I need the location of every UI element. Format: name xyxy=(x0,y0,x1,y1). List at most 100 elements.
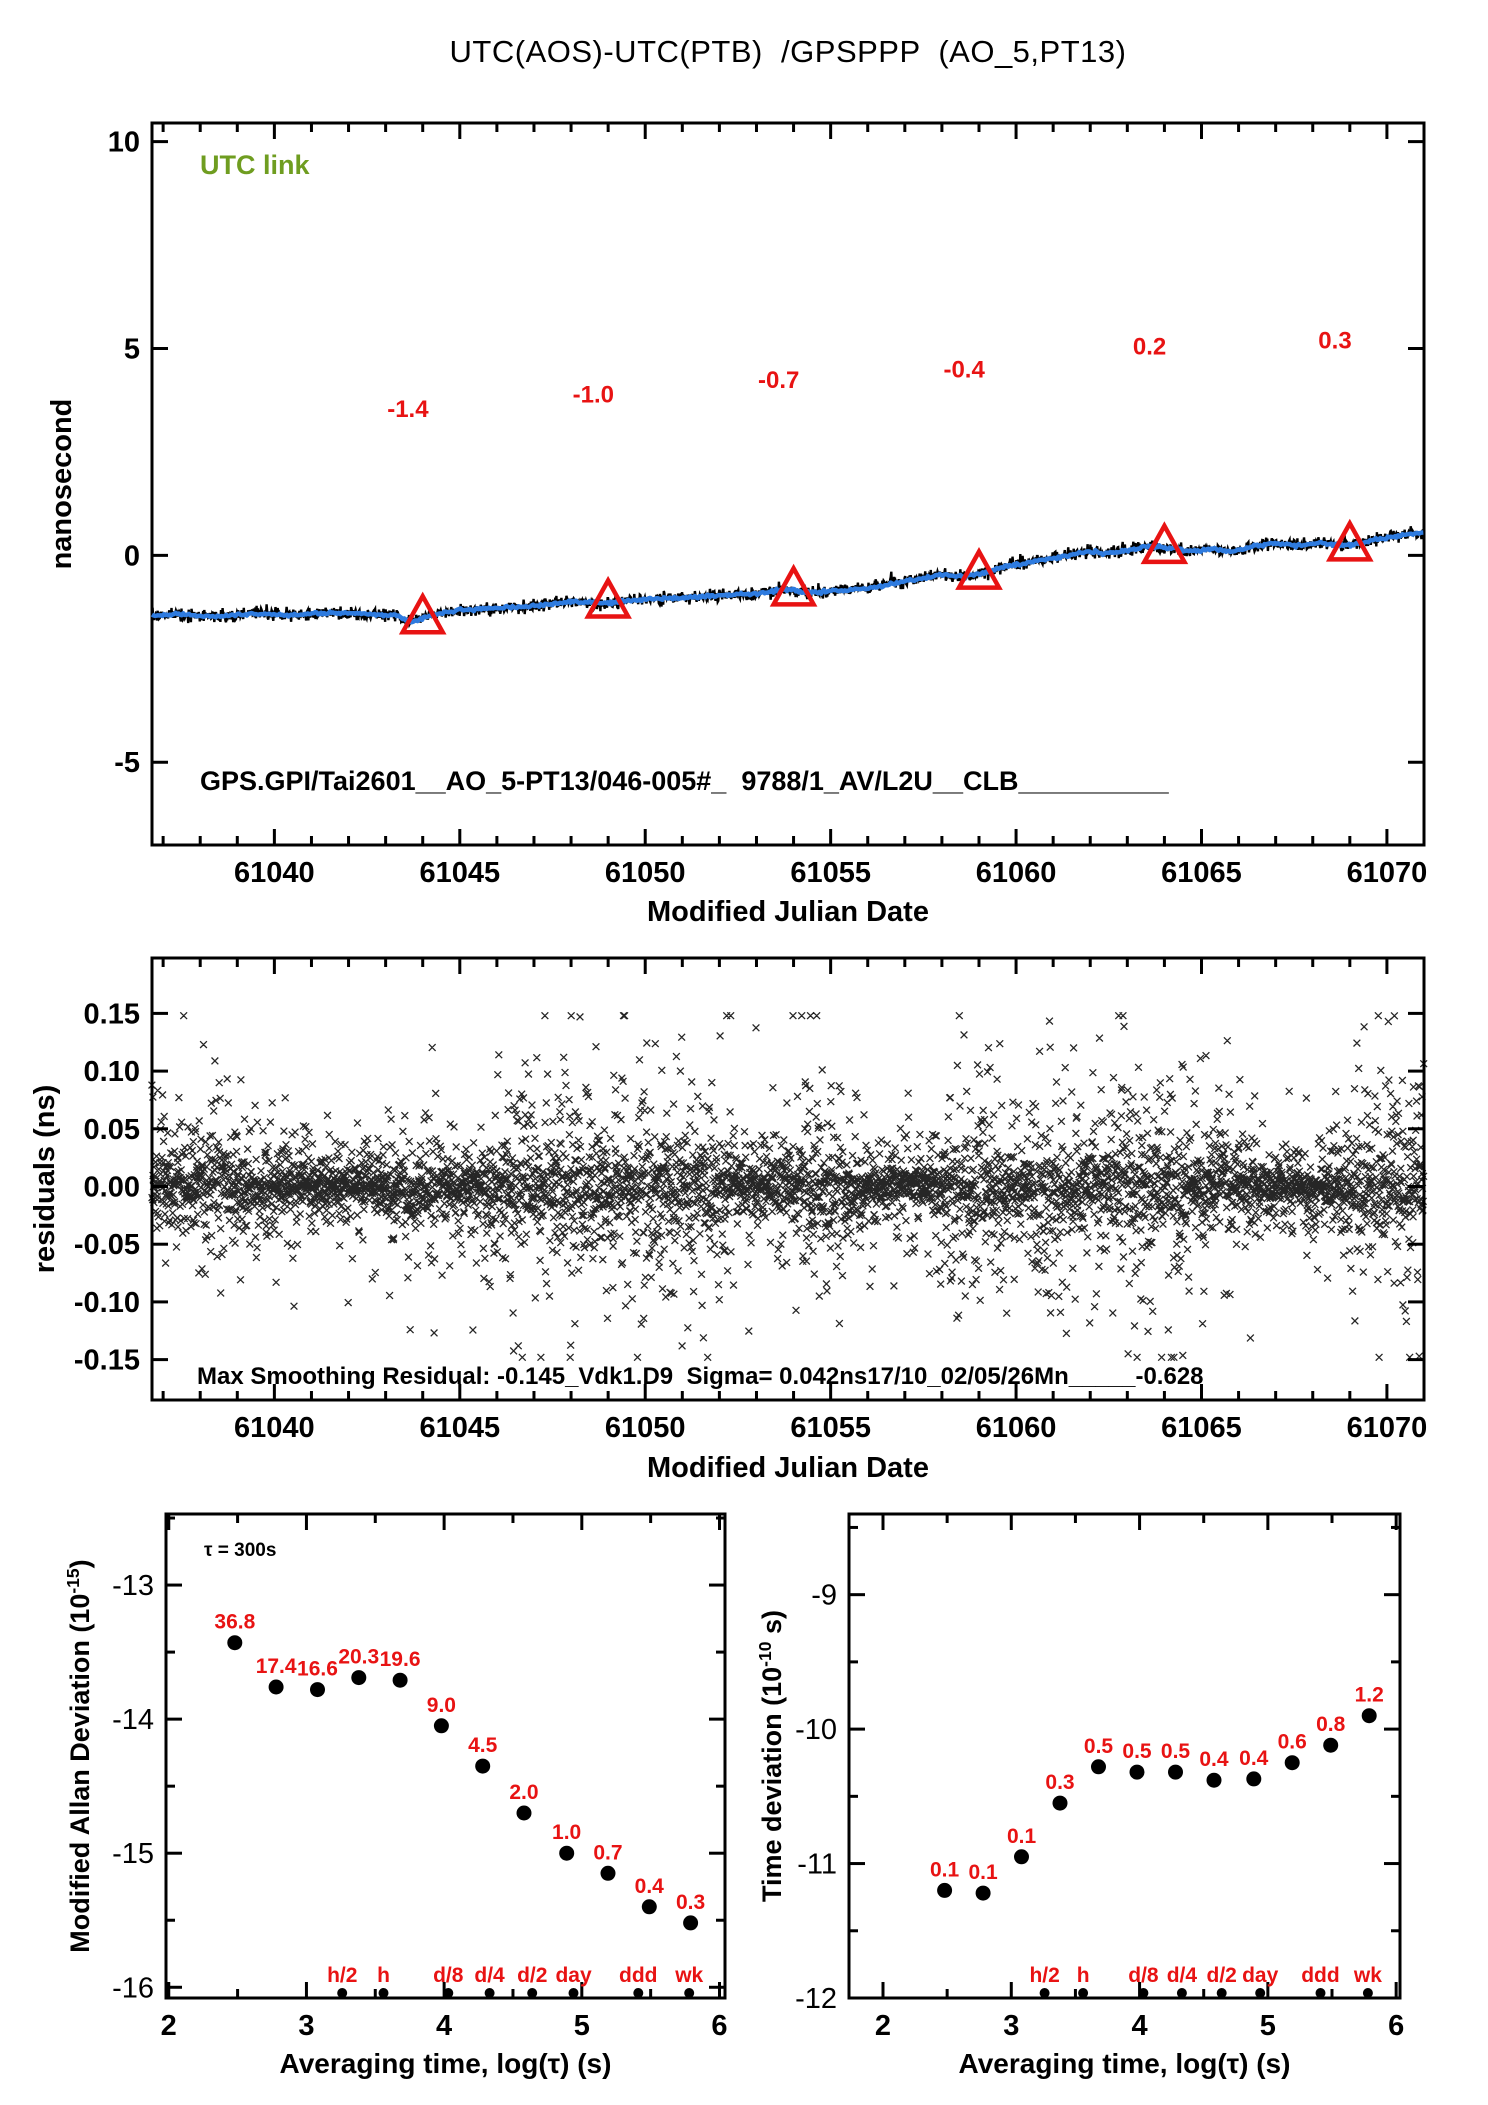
svg-text:ddd: ddd xyxy=(1301,1964,1339,1987)
mdev-label-prefix: Modified Allan Deviation (10 xyxy=(65,1593,95,1953)
svg-text:0.1: 0.1 xyxy=(1007,1825,1037,1848)
tau-note: τ = 300s xyxy=(204,1540,277,1561)
svg-text:d/8: d/8 xyxy=(433,1964,464,1987)
svg-text:0.3: 0.3 xyxy=(676,1891,705,1914)
svg-text:0.3: 0.3 xyxy=(1045,1771,1074,1794)
svg-text:d/8: d/8 xyxy=(1128,1964,1159,1987)
svg-text:wk: wk xyxy=(1353,1964,1382,1987)
svg-text:0.10: 0.10 xyxy=(84,1056,140,1088)
dataset-id-label: GPS.GPI/Tai2601__AO_5-PT13/046-005#_ 978… xyxy=(200,766,1169,796)
svg-text:0.1: 0.1 xyxy=(930,1858,960,1881)
svg-text:-14: -14 xyxy=(112,1704,154,1736)
svg-text:0.7: 0.7 xyxy=(593,1841,622,1864)
svg-text:0.5: 0.5 xyxy=(1161,1740,1191,1763)
mdev-label-suffix: ) xyxy=(65,1559,95,1569)
svg-text:0.4: 0.4 xyxy=(1199,1748,1229,1771)
svg-text:-0.4: -0.4 xyxy=(943,356,985,383)
svg-text:61070: 61070 xyxy=(1347,1412,1428,1444)
residuals-panel: 61040 61045 61050 61055 61060 61065 61070 0.15 0… xyxy=(74,956,1428,1444)
svg-text:-0.7: -0.7 xyxy=(758,367,799,394)
svg-text:-0.10: -0.10 xyxy=(74,1287,140,1319)
x-axis-label-avgtime-left: Averaging time, log(τ) (s) xyxy=(279,2048,612,2079)
svg-text:4.5: 4.5 xyxy=(468,1734,498,1757)
svg-text:5: 5 xyxy=(1260,2010,1276,2042)
svg-text:0.05: 0.05 xyxy=(84,1114,140,1146)
svg-text:36.8: 36.8 xyxy=(214,1611,255,1634)
svg-text:0.1: 0.1 xyxy=(968,1861,998,1884)
svg-text:d/2: d/2 xyxy=(1207,1964,1237,1987)
tdev-label-suffix: s) xyxy=(757,1610,787,1642)
svg-text:61055: 61055 xyxy=(790,1412,871,1444)
svg-text:-15: -15 xyxy=(112,1838,154,1870)
svg-text:6: 6 xyxy=(711,2010,727,2042)
svg-text:-12: -12 xyxy=(795,1983,837,2015)
svg-text:2: 2 xyxy=(875,2010,891,2042)
svg-text:-1.4: -1.4 xyxy=(387,396,429,423)
svg-text:61065: 61065 xyxy=(1161,1412,1242,1444)
svg-text:-10: -10 xyxy=(795,1714,837,1746)
svg-text:1.0: 1.0 xyxy=(552,1821,581,1844)
svg-text:0.4: 0.4 xyxy=(1239,1747,1269,1770)
svg-text:17.4: 17.4 xyxy=(256,1655,297,1678)
svg-text:3: 3 xyxy=(298,2010,314,2042)
svg-text:2.0: 2.0 xyxy=(509,1781,538,1804)
smoothing-stats-label: Max Smoothing Residual: -0.145_Vdk1.D9 S… xyxy=(197,1363,1204,1390)
svg-text:3: 3 xyxy=(1003,2010,1019,2042)
svg-text:0: 0 xyxy=(124,540,140,572)
svg-text:61040: 61040 xyxy=(234,857,315,889)
svg-text:-11: -11 xyxy=(797,1849,837,1881)
svg-text:2: 2 xyxy=(161,2010,177,2042)
svg-text:d/2: d/2 xyxy=(517,1964,547,1987)
svg-text:0.4: 0.4 xyxy=(635,1875,665,1898)
svg-text:61050: 61050 xyxy=(605,1412,686,1444)
svg-text:day: day xyxy=(555,1964,592,1987)
svg-text:9.0: 9.0 xyxy=(427,1694,456,1717)
svg-text:ddd: ddd xyxy=(619,1964,657,1987)
svg-text:-0.15: -0.15 xyxy=(74,1345,140,1377)
svg-text:h: h xyxy=(377,1964,390,1987)
svg-text:10: 10 xyxy=(108,127,140,159)
svg-text:4: 4 xyxy=(436,2010,452,2042)
svg-text:h/2: h/2 xyxy=(1029,1964,1059,1987)
svg-text:61060: 61060 xyxy=(976,1412,1057,1444)
x-axis-label-mjd-middle: Modified Julian Date xyxy=(647,1452,929,1484)
svg-text:-1.0: -1.0 xyxy=(573,381,614,408)
svg-text:d/4: d/4 xyxy=(474,1964,505,1987)
svg-text:5: 5 xyxy=(124,333,140,365)
svg-text:-5: -5 xyxy=(114,747,140,779)
svg-text:61065: 61065 xyxy=(1161,857,1242,889)
svg-text:day: day xyxy=(1242,1964,1279,1987)
svg-text:6: 6 xyxy=(1388,2010,1404,2042)
svg-text:0.5: 0.5 xyxy=(1122,1740,1152,1763)
top-panel: 61040 61045 61050 61055 61060 61065 61070 10 5 0 -… xyxy=(108,121,1427,889)
utc-link-label: UTC link xyxy=(200,150,310,180)
svg-text:20.3: 20.3 xyxy=(338,1646,379,1669)
svg-text:0.6: 0.6 xyxy=(1278,1731,1307,1754)
svg-text:0.2: 0.2 xyxy=(1133,334,1166,361)
svg-text:5: 5 xyxy=(574,2010,590,2042)
svg-text:h/2: h/2 xyxy=(327,1964,357,1987)
svg-text:0.3: 0.3 xyxy=(1318,327,1351,354)
svg-text:0.00: 0.00 xyxy=(84,1172,140,1204)
svg-text:0.15: 0.15 xyxy=(84,998,140,1030)
svg-text:-0.05: -0.05 xyxy=(74,1229,140,1261)
svg-text:0.5: 0.5 xyxy=(1084,1735,1114,1758)
svg-text:61045: 61045 xyxy=(419,1412,500,1444)
svg-text:h: h xyxy=(1077,1964,1090,1987)
svg-text:d/4: d/4 xyxy=(1167,1964,1198,1987)
svg-text:61045: 61045 xyxy=(419,857,500,889)
svg-text:wk: wk xyxy=(674,1964,703,1987)
mdev-label-exponent: -15 xyxy=(63,1568,83,1594)
svg-text:61050: 61050 xyxy=(605,857,686,889)
y-axis-label-residuals: residuals (ns) xyxy=(29,1084,61,1274)
figure-title: UTC(AOS)-UTC(PTB) /GPSPPP (AO_5,PT13) xyxy=(449,34,1127,69)
mdev-panel: 2 3 4 5 6 -13 -14 -15 -16 36.817.4 16.620.3 19.6 9.0… xyxy=(112,1512,728,2042)
svg-text:-9: -9 xyxy=(811,1580,837,1612)
svg-text:-13: -13 xyxy=(112,1570,154,1602)
svg-text:-16: -16 xyxy=(112,1972,154,2004)
y-axis-label-tdev: Time deviation (10-10 s) xyxy=(745,1511,787,2001)
x-axis-label-mjd-top: Modified Julian Date xyxy=(647,896,929,928)
svg-text:16.6: 16.6 xyxy=(297,1658,338,1681)
